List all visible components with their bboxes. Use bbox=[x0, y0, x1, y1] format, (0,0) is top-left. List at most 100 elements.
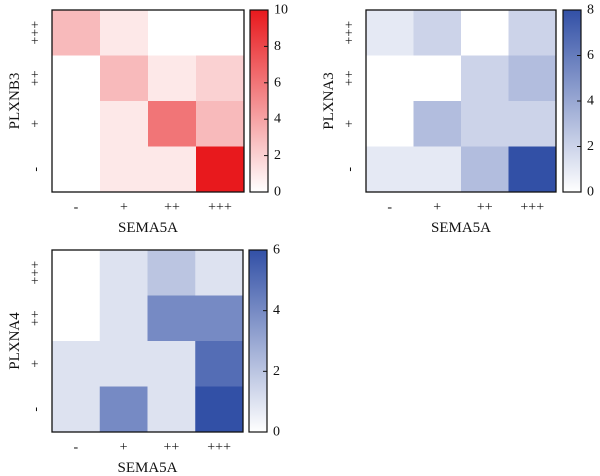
heatmap-cell bbox=[366, 101, 414, 147]
heatmap-cell bbox=[52, 101, 101, 147]
colorbar bbox=[248, 249, 268, 433]
colorbar-tick-label: 6 bbox=[273, 243, 280, 258]
heatmap-cell bbox=[196, 146, 245, 193]
heatmap-cell bbox=[195, 386, 244, 433]
x-tick-label: - bbox=[74, 440, 79, 455]
heatmap-cell bbox=[196, 10, 245, 56]
heatmap-cell bbox=[52, 146, 101, 193]
colorbar-tick-label: 0 bbox=[273, 425, 280, 440]
plot-frame bbox=[51, 249, 244, 433]
colorbar-tick-label: 10 bbox=[274, 3, 288, 18]
colorbar-tick-label: 4 bbox=[274, 112, 281, 127]
heatmap-cell bbox=[508, 101, 557, 147]
colorbar-tick-label: 2 bbox=[587, 139, 594, 154]
y-axis-label: PLXNA3 bbox=[321, 72, 337, 130]
heatmap-cell bbox=[52, 55, 101, 102]
heatmap-cell bbox=[196, 101, 245, 147]
heatmap-cell bbox=[100, 146, 149, 193]
y-axis-label: PLXNB3 bbox=[7, 73, 23, 130]
y-tick-label: ++ bbox=[29, 310, 44, 326]
heatmap-cell bbox=[195, 295, 244, 342]
x-tick-label: - bbox=[74, 200, 79, 215]
x-tick-label: +++ bbox=[520, 200, 544, 215]
colorbar-tick-label: 2 bbox=[273, 364, 280, 379]
heatmap-cell bbox=[148, 10, 197, 56]
heatmap-cell bbox=[366, 10, 414, 56]
plot-frame bbox=[365, 9, 557, 193]
heatmap-cell bbox=[52, 10, 101, 56]
heatmap-cell bbox=[148, 55, 197, 102]
heatmap-cell bbox=[147, 295, 196, 342]
colorbar-tick-label: 6 bbox=[274, 75, 281, 90]
y-tick-label: - bbox=[29, 407, 44, 412]
x-axis-label: SEMA5A bbox=[431, 220, 491, 236]
y-tick-label: - bbox=[29, 167, 44, 172]
y-tick-label: ++ bbox=[29, 70, 44, 86]
colorbar bbox=[249, 9, 269, 193]
heatmap-cell bbox=[508, 10, 557, 56]
heatmap-cell bbox=[413, 146, 462, 193]
heatmap-cell bbox=[99, 386, 148, 433]
heatmap-cell bbox=[147, 250, 196, 296]
heatmap-cell bbox=[147, 341, 196, 387]
y-tick-label: +++ bbox=[29, 21, 44, 45]
heatmap-cell bbox=[461, 55, 509, 102]
colorbar-tick-label: 6 bbox=[587, 48, 594, 63]
x-axis-label: SEMA5A bbox=[118, 220, 178, 236]
heatmap-cell bbox=[461, 146, 509, 193]
heatmap-cell bbox=[52, 341, 101, 387]
heatmap-cell bbox=[508, 55, 557, 102]
x-tick-label: ++ bbox=[477, 200, 493, 215]
heatmap-cell bbox=[195, 250, 244, 296]
heatmap-cell bbox=[52, 386, 101, 433]
colorbar-tick-label: 2 bbox=[274, 148, 281, 163]
x-tick-label: + bbox=[433, 200, 441, 215]
heatmap-cell bbox=[148, 101, 197, 147]
x-tick-label: ++ bbox=[163, 440, 179, 455]
heatmap-cell bbox=[413, 10, 462, 56]
x-tick-label: +++ bbox=[207, 440, 231, 455]
colorbar-tick-label: 4 bbox=[587, 94, 594, 109]
colorbar-tick-label: 8 bbox=[274, 39, 281, 54]
heatmap-cell bbox=[196, 55, 245, 102]
heatmap-cell bbox=[100, 101, 149, 147]
heatmap-cell bbox=[99, 341, 148, 387]
colorbar-tick-label: 8 bbox=[587, 3, 594, 18]
heatmap-cell bbox=[52, 250, 101, 296]
heatmap-cell bbox=[413, 101, 462, 147]
y-tick-label: +++ bbox=[343, 21, 358, 45]
heatmap-cell bbox=[52, 295, 101, 342]
heatmap-cell bbox=[413, 55, 462, 102]
y-tick-label: + bbox=[29, 360, 44, 368]
x-axis-label: SEMA5A bbox=[117, 460, 177, 476]
x-tick-label: +++ bbox=[208, 200, 232, 215]
y-tick-label: - bbox=[343, 167, 358, 172]
heatmap-cell bbox=[366, 55, 414, 102]
heatmap-cell bbox=[508, 146, 557, 193]
heatmap-cell bbox=[100, 10, 149, 56]
x-tick-label: ++ bbox=[164, 200, 180, 215]
x-tick-label: - bbox=[387, 200, 392, 215]
colorbar-tick-label: 0 bbox=[274, 185, 281, 200]
y-tick-label: +++ bbox=[29, 261, 44, 285]
heatmap-cell bbox=[100, 55, 149, 102]
heatmap-cell bbox=[195, 341, 244, 387]
y-axis-label: PLXNA4 bbox=[7, 312, 23, 370]
x-tick-label: + bbox=[120, 200, 128, 215]
heatmap-cell bbox=[99, 250, 148, 296]
x-tick-label: + bbox=[120, 440, 128, 455]
heatmap-cell bbox=[147, 386, 196, 433]
y-tick-label: + bbox=[343, 120, 358, 128]
heatmap-cell bbox=[461, 101, 509, 147]
heatmap-cell bbox=[461, 10, 509, 56]
y-tick-label: + bbox=[29, 120, 44, 128]
heatmap-cell bbox=[99, 295, 148, 342]
y-tick-label: ++ bbox=[343, 70, 358, 86]
colorbar-tick-label: 0 bbox=[587, 185, 594, 200]
plot-frame bbox=[51, 9, 245, 193]
colorbar-tick-label: 4 bbox=[273, 303, 280, 318]
